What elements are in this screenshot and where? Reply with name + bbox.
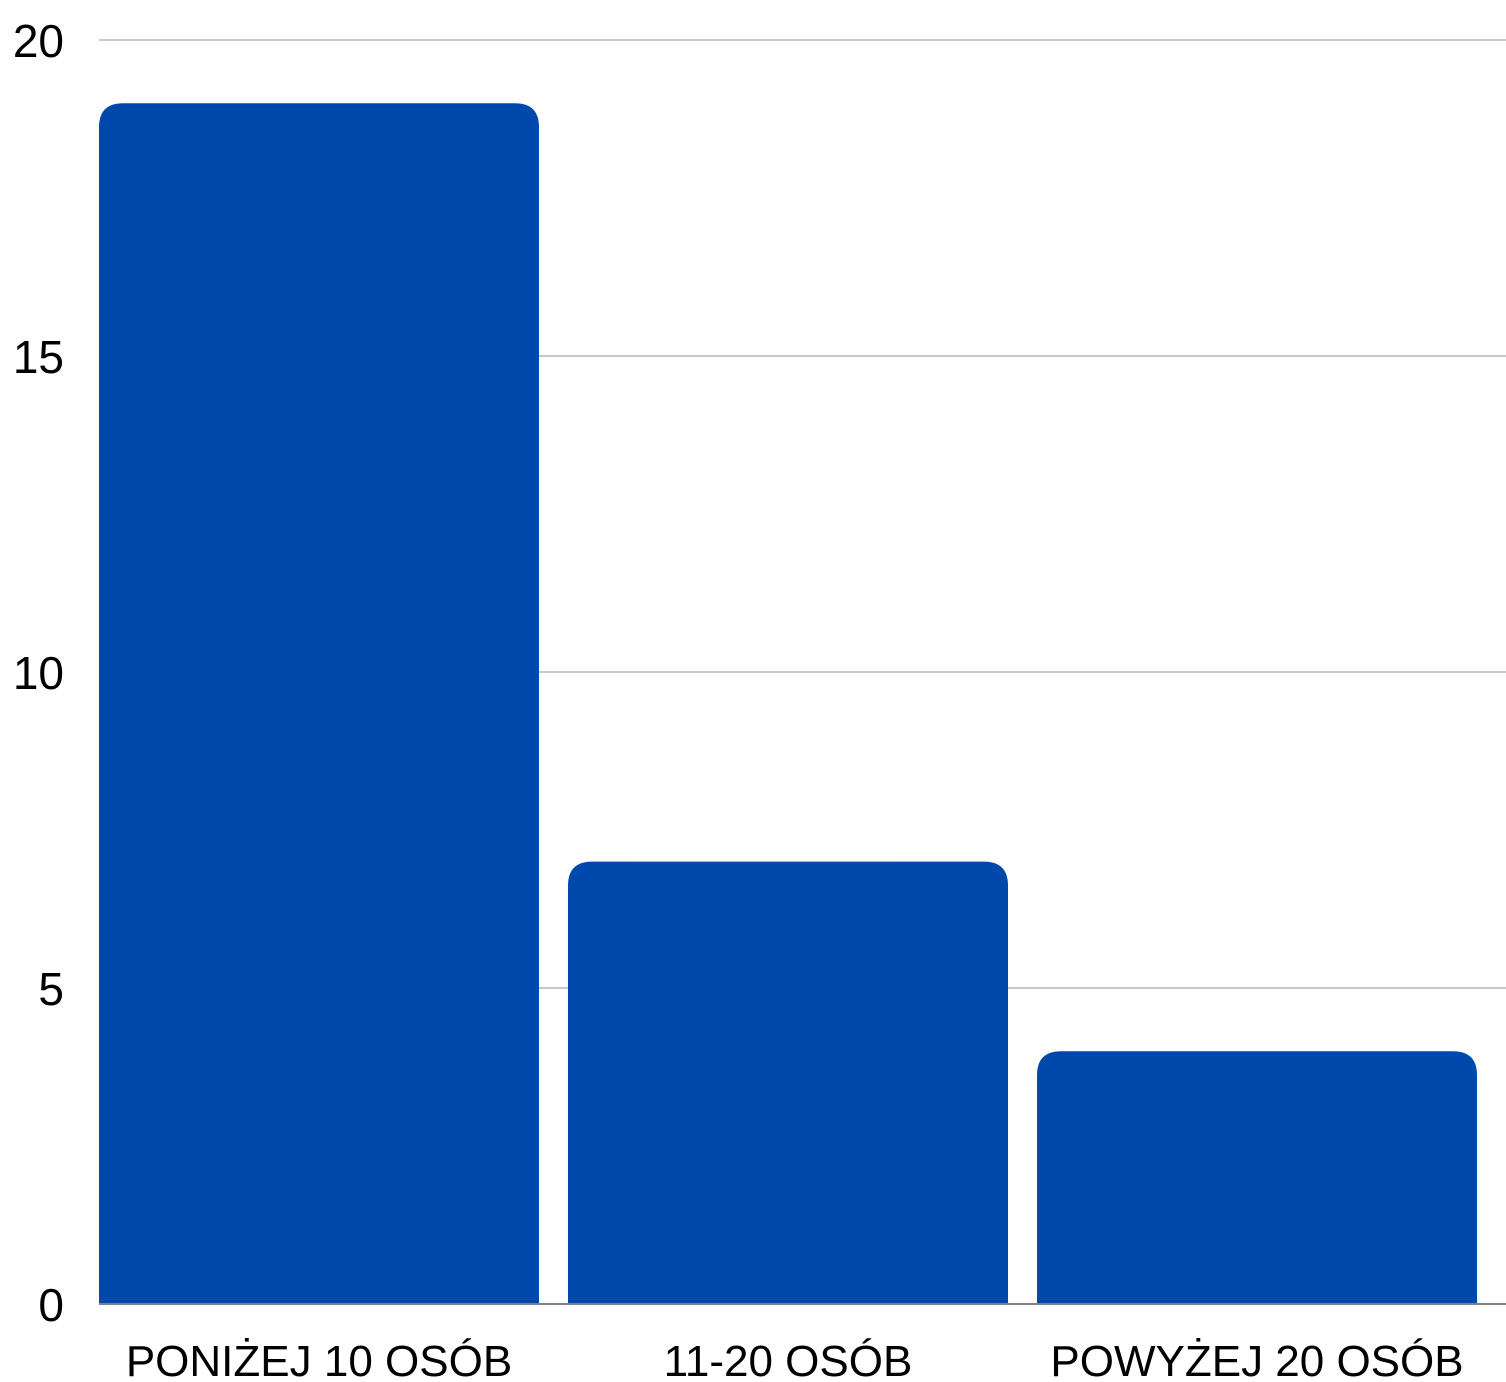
bar: [568, 861, 1008, 1304]
bars: [99, 103, 1477, 1305]
x-category-label: POWYŻEJ 20 OSÓB: [1050, 1337, 1463, 1382]
y-tick-label: 10: [13, 647, 64, 699]
y-axis-ticks: 0 5 10 15 20: [13, 15, 64, 1331]
bar: [1037, 1051, 1477, 1304]
y-tick-label: 15: [13, 331, 64, 383]
y-tick-label: 0: [38, 1279, 64, 1331]
y-tick-label: 5: [38, 963, 64, 1015]
bar: [99, 103, 539, 1305]
x-axis-labels: PONIŻEJ 10 OSÓB 11-20 OSÓB POWYŻEJ 20 OSÓB: [126, 1337, 1464, 1382]
x-category-label: 11-20 OSÓB: [664, 1337, 913, 1382]
x-category-label: PONIŻEJ 10 OSÓB: [126, 1337, 512, 1382]
y-tick-label: 20: [13, 15, 64, 67]
